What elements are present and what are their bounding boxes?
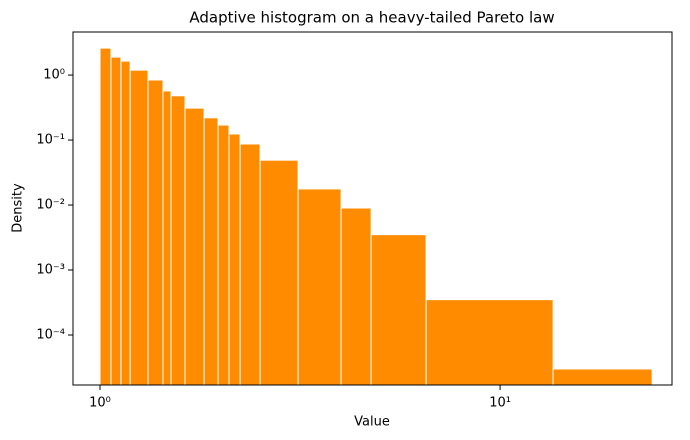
bar (110, 56, 122, 386)
y-tick-label: 10⁻³ (36, 263, 65, 278)
x-tick-label: 10⁰ (89, 396, 111, 411)
bar (239, 143, 261, 386)
bar (147, 79, 164, 386)
bar (259, 159, 299, 386)
bar (552, 368, 653, 386)
y-tick-label: 10⁻² (36, 198, 65, 213)
bar (99, 47, 112, 386)
bar (184, 107, 205, 386)
bar (162, 90, 172, 386)
y-tick-label: 10⁻⁴ (36, 327, 65, 342)
bar (425, 299, 554, 386)
x-tick-label: 10¹ (489, 396, 511, 411)
bar (297, 188, 342, 386)
bar (203, 117, 219, 386)
x-axis-label: Value (354, 415, 390, 430)
bar (120, 60, 131, 386)
bar (370, 234, 427, 386)
bar (170, 95, 186, 386)
plot-frame (72, 31, 673, 386)
y-tick-label: 10⁻¹ (36, 133, 65, 148)
y-axis-label: Density (11, 183, 26, 233)
bar (228, 133, 241, 386)
y-tick-label: 10⁰ (43, 68, 65, 83)
bar (217, 124, 230, 386)
chart-title: Adaptive histogram on a heavy-tailed Par… (189, 9, 554, 27)
bar (129, 69, 149, 386)
bar (340, 207, 372, 386)
